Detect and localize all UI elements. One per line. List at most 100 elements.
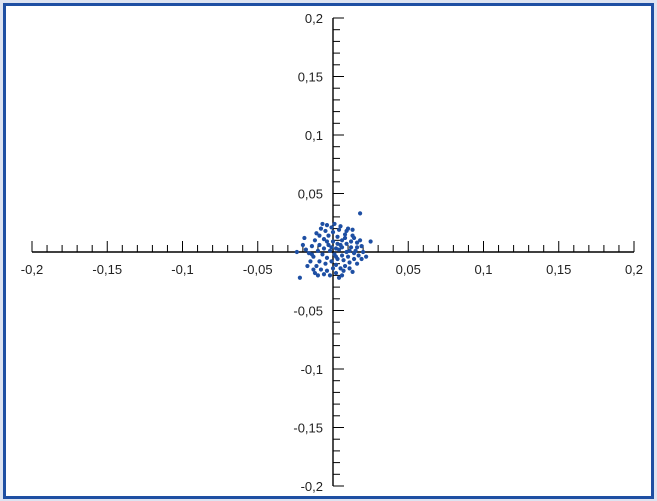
x-tick-label: -0,15 — [92, 262, 122, 277]
y-tick-label: -0,2 — [301, 479, 323, 494]
data-point — [339, 273, 345, 278]
data-point — [330, 230, 336, 235]
data-point — [350, 227, 355, 232]
scatter-chart: -0,2 -0,15 -0,1 -0,05 0,05 0,1 0,15 0,2 0,2 0,15 0… — [21, 11, 643, 494]
data-point — [347, 266, 352, 271]
data-point — [314, 231, 319, 236]
data-point — [350, 269, 355, 274]
y-tick-label: 0,1 — [305, 128, 323, 143]
data-point — [327, 248, 333, 253]
data-point — [330, 266, 336, 271]
data-point — [326, 233, 331, 238]
x-tick-label: -0,1 — [171, 262, 193, 277]
data-point — [317, 233, 322, 238]
data-point — [294, 249, 299, 255]
data-point — [344, 228, 349, 234]
x-tick-label: 0,2 — [625, 262, 643, 277]
data-point — [317, 242, 322, 248]
data-point — [348, 245, 354, 250]
data-point — [317, 259, 322, 264]
data-point — [368, 239, 373, 244]
data-point — [329, 225, 334, 230]
data-point — [300, 242, 305, 248]
data-point — [329, 245, 334, 250]
data-point — [309, 244, 315, 249]
data-point — [336, 275, 342, 280]
data-point — [312, 270, 318, 276]
x-tick-label: 0,15 — [546, 262, 571, 277]
data-point — [330, 239, 336, 244]
data-point — [321, 272, 327, 277]
data-point — [345, 254, 351, 259]
data-point — [308, 259, 313, 264]
data-point — [320, 252, 325, 257]
data-point — [347, 248, 352, 253]
data-point — [321, 237, 327, 242]
data-point — [341, 268, 346, 273]
data-point — [311, 267, 316, 272]
data-point — [333, 246, 339, 251]
data-point — [357, 211, 363, 216]
x-tick-label: 0,05 — [396, 262, 421, 277]
data-point — [324, 239, 330, 244]
data-point — [324, 268, 330, 273]
data-point — [347, 260, 352, 265]
data-point — [344, 241, 349, 246]
data-point — [323, 228, 328, 234]
data-point — [302, 235, 307, 241]
data-point — [332, 221, 337, 227]
data-point — [339, 253, 345, 258]
data-point — [335, 234, 340, 239]
y-tick-label: 0,15 — [298, 70, 323, 85]
x-tick-label: -0,2 — [21, 262, 43, 277]
data-point — [305, 263, 310, 269]
points-group — [294, 211, 373, 280]
y-tick-label: 0,05 — [298, 187, 323, 202]
data-point — [324, 255, 330, 260]
data-point — [333, 262, 339, 267]
data-point — [354, 261, 360, 266]
data-point — [297, 275, 302, 280]
data-point — [356, 253, 361, 258]
y-tick-label: -0,05 — [293, 304, 323, 319]
data-point — [357, 238, 363, 243]
data-point — [324, 222, 330, 228]
data-point — [309, 252, 315, 257]
data-point — [364, 254, 369, 259]
axes-group: -0,2 -0,15 -0,1 -0,05 0,05 0,1 0,15 0,2 0,2 0,15 0… — [21, 11, 643, 494]
data-point — [359, 256, 364, 262]
data-point — [350, 233, 355, 238]
data-point — [321, 246, 327, 251]
data-point — [303, 247, 309, 252]
data-point — [342, 232, 348, 237]
data-point — [333, 270, 339, 276]
data-point — [338, 242, 343, 248]
chart-frame: -0,2 -0,15 -0,1 -0,05 0,05 0,1 0,15 0,2 0,2 0,15 0… — [3, 3, 654, 499]
data-point — [336, 227, 342, 232]
data-point — [354, 240, 360, 245]
data-point — [326, 242, 331, 248]
data-point — [361, 249, 366, 255]
y-tick-label: 0,2 — [305, 11, 323, 26]
x-tick-label: 0,1 — [474, 262, 492, 277]
data-point — [342, 235, 348, 241]
data-point — [318, 267, 324, 272]
data-point — [351, 251, 357, 256]
y-tick-label: -0,15 — [293, 421, 323, 436]
data-point — [342, 263, 348, 269]
data-point — [333, 254, 339, 259]
data-point — [354, 245, 360, 250]
data-point — [320, 221, 325, 227]
data-point — [359, 244, 364, 249]
data-point — [338, 266, 343, 271]
data-point — [314, 263, 319, 269]
data-point — [338, 224, 343, 229]
y-tick-label: -0,1 — [301, 362, 323, 377]
data-point — [329, 259, 334, 264]
data-point — [339, 238, 345, 243]
data-point — [323, 261, 328, 266]
data-point — [351, 256, 357, 262]
data-point — [341, 258, 346, 263]
data-point — [318, 226, 324, 231]
data-point — [348, 239, 354, 244]
